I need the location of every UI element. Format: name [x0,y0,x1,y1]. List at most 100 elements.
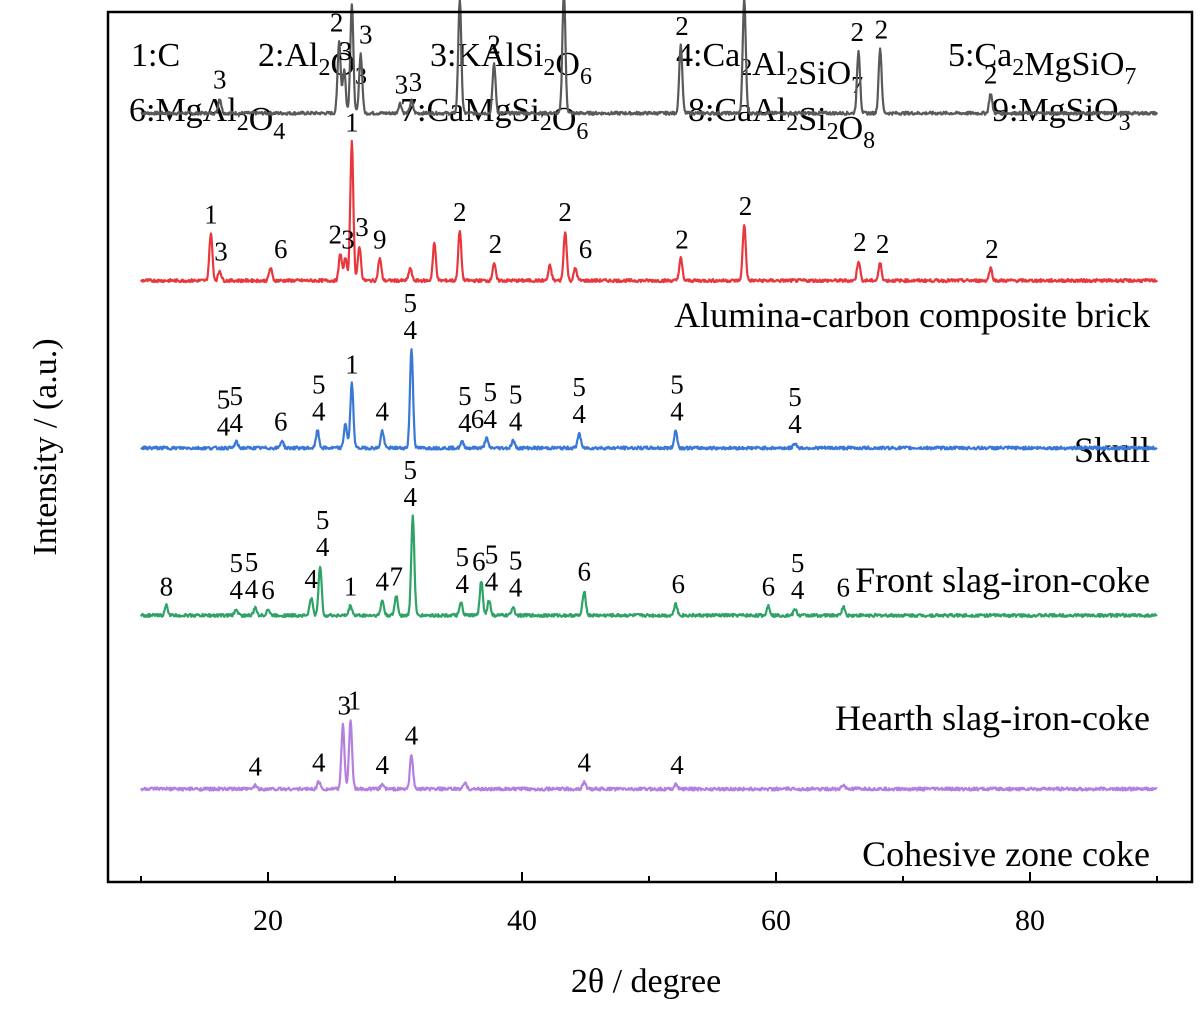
x-tick-label: 40 [507,904,537,937]
legend-item: 9:MgSiO3 [992,92,1131,136]
peak-label: 3 [409,67,423,97]
peak-label: 2 [675,11,689,41]
x-tick-label: 20 [253,904,283,937]
peak-label: 5 [456,542,470,572]
peak-label: 4 [577,748,591,778]
x-tick-label: 60 [761,904,791,937]
peak-label: 5 [509,380,523,410]
peak-label: 5 [791,548,805,578]
peak-label: 4 [376,567,390,597]
peak-label: 2 [739,191,753,221]
peak-label: 3 [359,20,373,50]
peak-label: 4 [312,397,326,427]
peak-label: 3 [213,64,227,94]
series-line [140,0,1159,116]
peak-label: 4 [217,412,231,442]
series-name-label: Cohesive zone coke [862,834,1150,874]
series-line [140,348,1158,451]
peak-label: 4 [485,567,499,597]
peak-label: 4 [245,574,259,604]
peak-label: 2 [875,15,889,45]
peak-label: 2 [330,7,344,37]
phase-legend: 1:C 2:Al2O33:KAlSi2O64:Ca2Al2SiO75:Ca2MgS… [129,37,1136,154]
peak-label: 3 [337,691,351,721]
x-tick-label: 80 [1015,904,1045,937]
x-axis: 20 40 60 80 [140,872,1158,937]
peak-label: 6 [837,573,851,603]
peak-label: 2 [876,229,890,259]
peak-label: 6 [671,569,685,599]
peak-label: 6 [472,547,486,577]
peak-label: 3 [214,237,228,267]
peak-label: 4 [376,397,390,427]
legend-item: 3:KAlSi2O6 [430,37,592,90]
peak-label: 5 [316,505,330,535]
peak-label: 6 [274,407,288,437]
peak-label: 5 [403,288,417,318]
peak-label: 4 [405,720,419,750]
peak-label: 1 [344,571,358,601]
peak-label: 4 [230,408,244,438]
peak-label: 4 [456,569,470,599]
peak-label: 5 [485,540,499,570]
legend-item: 6:MgAl2O4 [129,92,285,145]
peak-label: 4 [788,409,802,439]
peak-label: 6 [577,557,591,587]
peak-label: 2 [851,17,865,47]
peak-label: 1 [345,108,359,138]
peak-label: 4 [403,315,417,345]
peak-label: 4 [312,748,326,778]
peak-label: 5 [484,377,498,407]
series-line [140,514,1158,619]
peak-label: 2 [329,219,343,249]
peak-label: 6 [762,571,776,601]
series-name-label: Alumina-carbon composite brick [674,295,1150,335]
peak-label: 7 [390,562,404,592]
peak-label: 6 [579,234,593,264]
peak-label: 2 [675,224,689,254]
series-line [140,139,1158,284]
legend-item: 8:CaAl2Si2O8 [688,92,875,154]
peak-label: 2 [487,30,501,60]
y-axis-title: Intensity / (a.u.) [27,338,64,555]
peak-label: 5 [572,372,586,402]
legend-item: 7:CaMgSi2O6 [400,92,588,145]
peak-label: 6 [471,404,485,434]
peak-label: 5 [788,382,802,412]
peak-label: 4 [509,573,523,603]
peak-label: 5 [670,370,684,400]
peak-label: 4 [316,532,330,562]
peak-label: 2 [853,227,867,257]
peak-label: 4 [670,397,684,427]
peak-label: 4 [249,751,263,781]
peak-label: 4 [670,750,684,780]
series-layer: 323133322222222Alumina-carbon composite … [140,0,1159,874]
peak-label: 2 [489,229,503,259]
peak-label: 1 [204,199,218,229]
peak-label: 2 [453,197,467,227]
peak-label: 4 [403,482,417,512]
peak-label: 3 [395,69,409,99]
peak-label: 4 [509,407,523,437]
peak-label: 5 [217,385,231,415]
peak-label: 8 [160,571,174,601]
peak-label: 4 [484,404,498,434]
peak-label: 3 [355,212,369,242]
legend-item: 5:Ca2MgSiO7 [948,37,1136,90]
peak-label: 3 [341,224,355,254]
peak-label: 5 [230,548,244,578]
peak-label: 6 [261,575,275,605]
peak-label: 2 [558,197,572,227]
peak-label: 2 [984,59,998,89]
peak-label: 2 [985,234,999,264]
peak-label: 1 [345,350,359,380]
peak-label: 4 [458,408,472,438]
series-name-label: Hearth slag-iron-coke [835,698,1150,738]
peak-label: 4 [791,575,805,605]
